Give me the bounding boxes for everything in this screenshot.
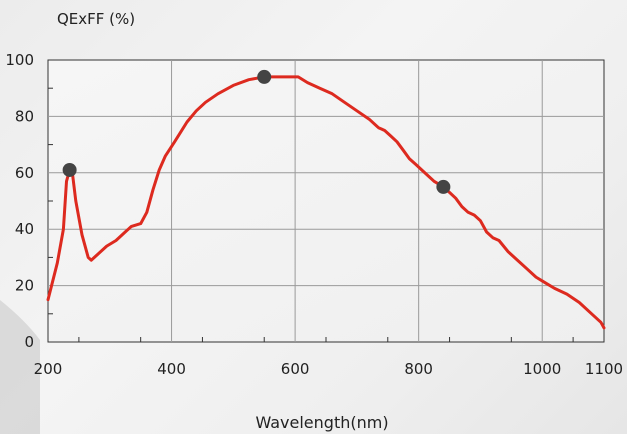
x-tick-label: 600: [281, 360, 310, 378]
x-tick-label: 200: [34, 360, 63, 378]
markers-layer: [62, 69, 451, 194]
x-tick-label: 800: [404, 360, 433, 378]
y-axis-label: QExFF (%): [57, 10, 135, 28]
y-tick-label: 20: [15, 277, 34, 295]
y-tick-label: 100: [5, 51, 34, 69]
y-tick-label: 0: [24, 333, 34, 351]
grid: [48, 60, 604, 342]
decorative-wedge: [0, 300, 40, 434]
x-axis-label: Wavelength(nm): [255, 413, 388, 432]
x-tick-label: 1100: [585, 360, 623, 378]
ticks: [48, 87, 574, 342]
x-tick-label: 1000: [523, 360, 561, 378]
x-tick-label: 400: [157, 360, 186, 378]
peak-marker: [436, 179, 451, 194]
y-tick-label: 40: [15, 220, 34, 238]
peak-marker: [257, 69, 272, 84]
peak-marker: [62, 162, 77, 177]
tick-labels: 200 400 600 800 1000 1100 0 20 40 60 80 100: [5, 51, 623, 378]
plot-area: [47, 59, 605, 343]
y-tick-label: 60: [15, 164, 34, 182]
series-layer: [46, 75, 606, 330]
qe-curve: [46, 75, 606, 330]
y-tick-label: 80: [15, 107, 34, 125]
